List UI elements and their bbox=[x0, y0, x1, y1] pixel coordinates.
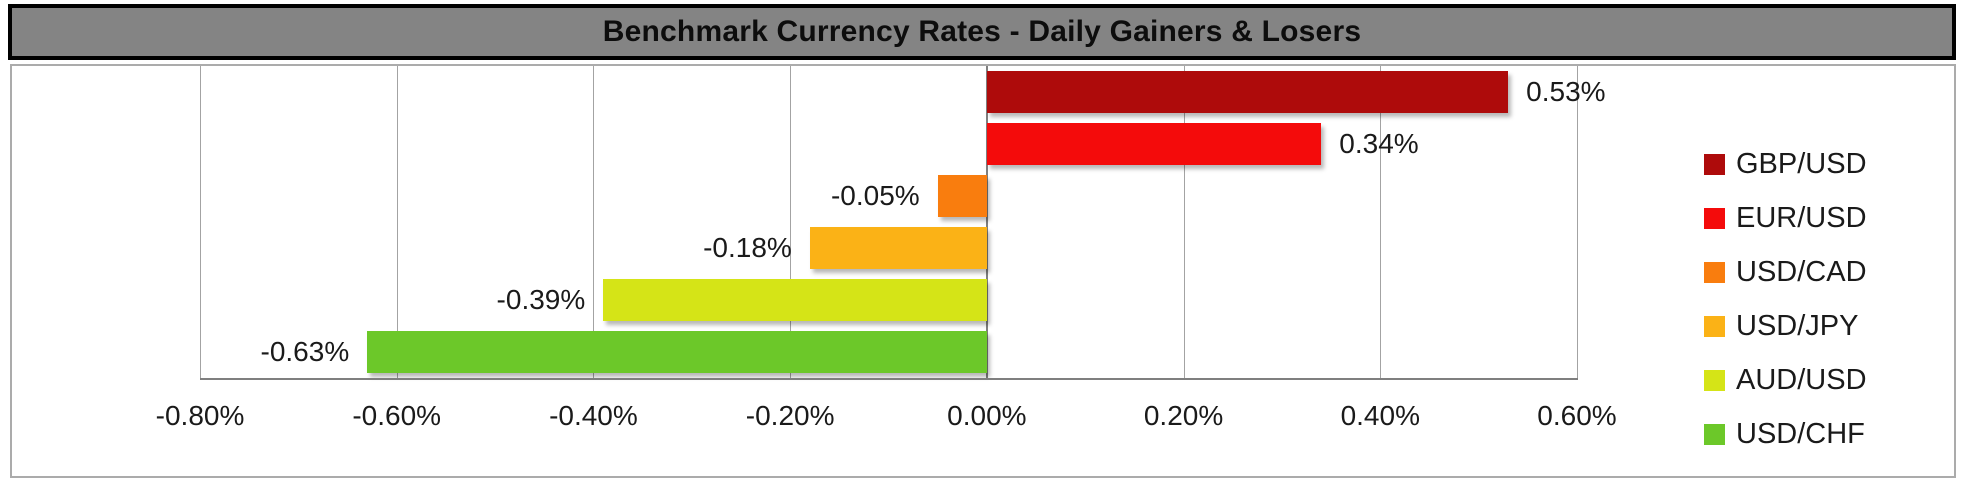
chart-area: 0.53% 0.34% -0.05% -0.18% -0.39% -0.63% -0.80… bbox=[10, 64, 1956, 478]
legend-label: GBP/USD bbox=[1736, 147, 1867, 180]
plot-area: 0.53% 0.34% -0.05% -0.18% -0.39% -0.63% bbox=[200, 66, 1606, 378]
x-tick-label: -0.20% bbox=[745, 400, 835, 431]
bar-value-label: -0.05% bbox=[830, 180, 920, 211]
legend-label: USD/JPY bbox=[1736, 309, 1859, 342]
legend-swatch bbox=[1704, 369, 1725, 391]
gridline bbox=[593, 66, 595, 378]
x-tick-label: 0.00% bbox=[947, 400, 1027, 431]
legend-label: USD/CAD bbox=[1736, 255, 1867, 288]
legend-swatch bbox=[1704, 423, 1725, 445]
legend-item-usd-jpy: USD/JPY bbox=[1704, 306, 1858, 346]
legend-item-usd-chf: USD/CHF bbox=[1704, 414, 1865, 454]
gridline bbox=[1380, 66, 1382, 378]
legend-label: AUD/USD bbox=[1736, 363, 1867, 396]
zero-gridline bbox=[985, 66, 988, 378]
bar-value-label: -0.39% bbox=[496, 284, 586, 315]
legend-label: EUR/USD bbox=[1736, 201, 1867, 234]
bar-gbp-usd bbox=[986, 71, 1509, 113]
gridline bbox=[790, 66, 792, 378]
x-tick-label: 0.20% bbox=[1143, 400, 1224, 431]
chart-title-banner: Benchmark Currency Rates - Daily Gainers… bbox=[8, 4, 1956, 60]
bar-value-label: 0.34% bbox=[1339, 128, 1419, 159]
bar-usd-jpy bbox=[809, 227, 987, 269]
legend-swatch bbox=[1704, 315, 1725, 337]
gridline bbox=[200, 66, 201, 378]
x-tick-label: -0.40% bbox=[549, 400, 638, 431]
bar-usd-chf bbox=[367, 331, 987, 373]
legend-item-aud-usd: AUD/USD bbox=[1704, 360, 1867, 400]
bar-value-label: 0.53% bbox=[1526, 76, 1606, 107]
legend-item-eur-usd: EUR/USD bbox=[1704, 198, 1867, 238]
legend-item-gbp-usd: GBP/USD bbox=[1704, 144, 1867, 184]
legend-swatch bbox=[1704, 207, 1725, 229]
x-tick-label: -0.60% bbox=[352, 400, 442, 431]
chart-title: Benchmark Currency Rates - Daily Gainers… bbox=[602, 15, 1362, 48]
x-axis-line bbox=[200, 378, 1578, 380]
legend-swatch bbox=[1704, 153, 1725, 175]
gridline bbox=[396, 66, 398, 378]
legend-item-usd-cad: USD/CAD bbox=[1704, 252, 1867, 292]
bar-eur-usd bbox=[986, 123, 1322, 165]
x-tick-label: -0.80% bbox=[155, 400, 245, 431]
bar-usd-cad bbox=[937, 175, 987, 217]
gridline bbox=[1183, 66, 1185, 378]
gridline bbox=[1577, 66, 1578, 378]
bar-value-label: -0.18% bbox=[703, 232, 792, 263]
x-tick-label: 0.60% bbox=[1537, 400, 1617, 431]
x-tick-label: 0.40% bbox=[1340, 400, 1420, 431]
legend-swatch bbox=[1704, 261, 1725, 283]
bar-value-label: -0.63% bbox=[260, 336, 350, 367]
bar-aud-usd bbox=[603, 279, 987, 321]
legend-label: USD/CHF bbox=[1736, 417, 1865, 450]
